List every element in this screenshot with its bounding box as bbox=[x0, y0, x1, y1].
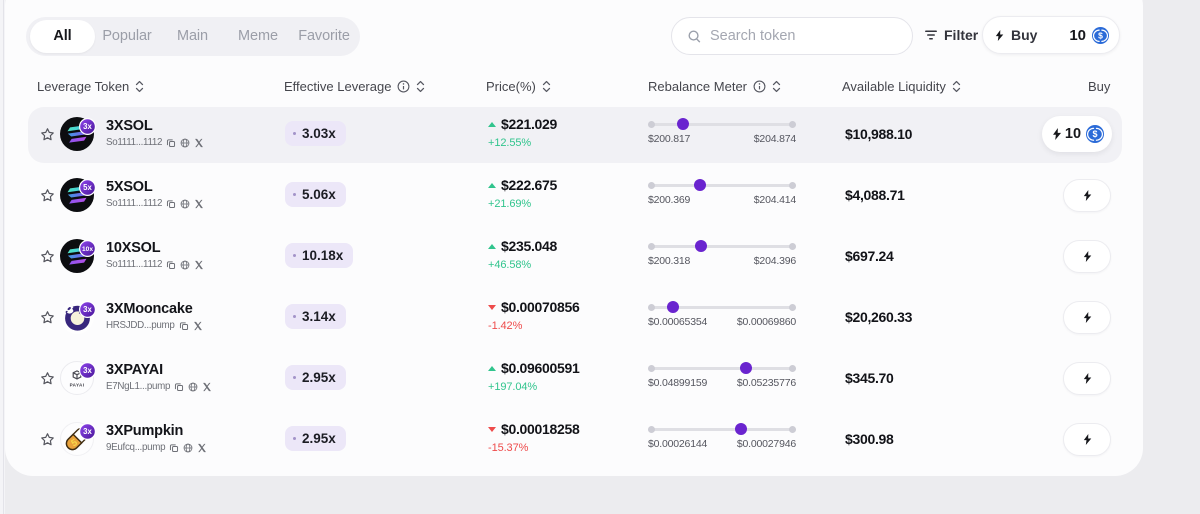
svg-text:3x: 3x bbox=[83, 306, 92, 315]
svg-text:3x: 3x bbox=[83, 428, 92, 437]
svg-text:$: $ bbox=[1093, 129, 1098, 139]
svg-text:3x: 3x bbox=[83, 367, 92, 376]
svg-text:10x: 10x bbox=[82, 247, 93, 254]
svg-text:5x: 5x bbox=[83, 184, 92, 193]
svg-text:5: 5 bbox=[69, 437, 80, 450]
svg-text:PAYAI: PAYAI bbox=[70, 383, 85, 388]
svg-text:$: $ bbox=[1098, 30, 1103, 40]
svg-text:3x: 3x bbox=[83, 123, 92, 132]
